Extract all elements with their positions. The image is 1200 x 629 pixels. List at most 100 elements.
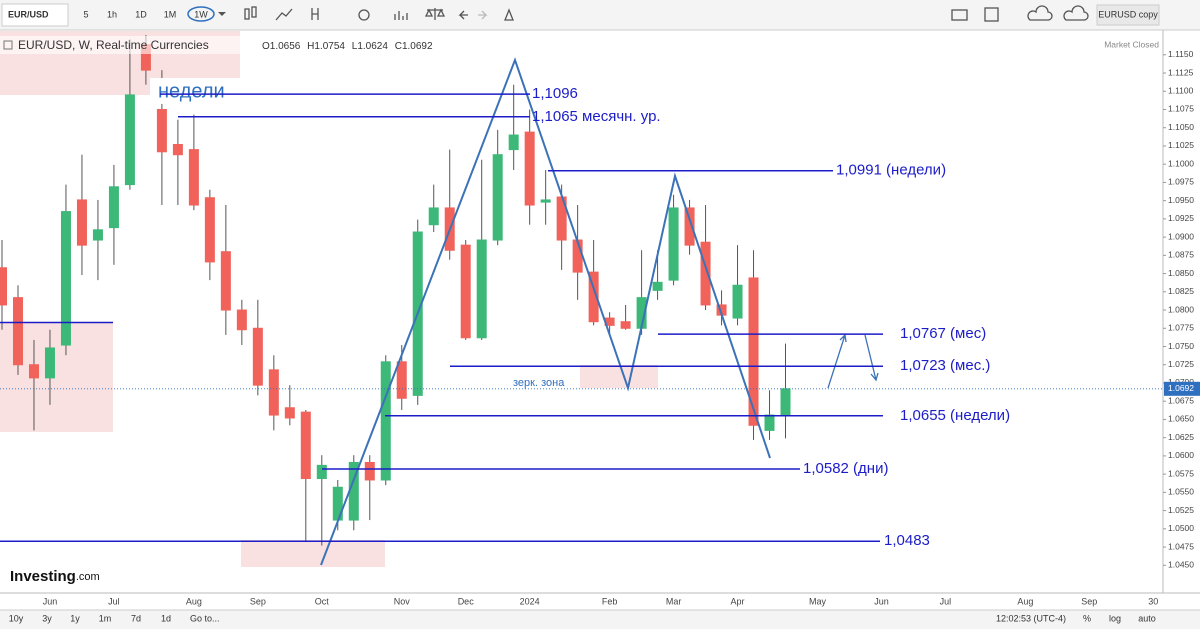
x-tick-label: 2024 [520,596,540,606]
y-tick-label: 1.0975 [1168,177,1194,187]
dropdown[interactable] [218,12,226,16]
interval[interactable]: 5 [83,9,88,19]
x-tick-label: Feb [602,596,618,606]
level-label: 1,0582 (дни) [803,460,888,477]
x-tick-label: Apr [731,596,745,606]
y-tick-label: 1.1025 [1168,140,1194,150]
y-tick-label: 1.0550 [1168,487,1194,497]
y-tick-label: 1.1050 [1168,122,1194,132]
alert-icon[interactable] [504,8,514,21]
candle-body [188,149,199,206]
arrow [864,334,879,382]
interval[interactable]: 1h [107,9,117,19]
level-label: 1,1096 [532,85,578,102]
candle-body [300,411,311,480]
candle-body [620,321,631,329]
settings-icon[interactable] [358,9,370,21]
ohlc-label: H [307,41,314,52]
symbol[interactable]: EUR/USD [8,9,49,19]
candle-body [0,267,7,306]
candle-body [668,207,679,281]
candle-body [492,154,503,241]
candle-body [108,186,119,229]
symbol-box[interactable] [1,3,69,27]
y-tick-label: 1.0675 [1168,395,1194,405]
candle-body [252,327,263,386]
header-bg [0,36,255,54]
tool-icons [244,5,1089,22]
range[interactable]: 1m [99,613,112,623]
level-label: 1,0723 (мес.) [900,357,990,374]
option[interactable]: auto [1138,613,1156,623]
level-label: 1,0483 [884,532,930,549]
candle-body [76,199,87,246]
candle-body [428,207,439,226]
undo-icon[interactable] [458,10,468,20]
candles-icon[interactable] [251,6,257,18]
level-label: 1,0655 (недели) [900,407,1010,424]
candle-body [316,464,327,480]
interval[interactable]: 1M [164,9,177,19]
candle-body [44,347,55,379]
chart-title: EUR/USD, W, Real-time Currencies [18,38,209,52]
x-tick-label: Sep [250,596,266,606]
candle-body [476,239,487,339]
layout-box[interactable] [1096,4,1160,26]
ohlc-value: 1.0692 [402,41,433,52]
cloud-load-icon[interactable] [1027,5,1053,21]
redo-icon[interactable] [478,10,488,20]
clock: 12:02:53 (UTC-4) [996,613,1066,623]
ohlc-label: C [395,41,402,52]
label-bg [150,78,242,104]
go-to[interactable]: Go to... [190,613,220,623]
option[interactable]: log [1109,613,1121,623]
cloud-save-icon[interactable] [1063,5,1089,21]
option[interactable]: % [1083,613,1091,623]
level-label: 1,0991 (недели) [836,162,946,179]
y-tick-label: 1.0575 [1168,468,1194,478]
candle-body [748,277,759,426]
camera-icon[interactable] [951,9,968,21]
range[interactable]: 10y [9,613,24,623]
range[interactable]: 7d [131,613,141,623]
x-tick-label: Jun [874,596,889,606]
layout-name[interactable]: EURUSD copy [1098,9,1158,19]
indicator-icon[interactable] [311,8,319,20]
color-icon[interactable] [984,7,999,22]
candle-body [220,251,231,311]
collapse-icon[interactable] [3,40,13,50]
y-tick-label: 1.1000 [1168,158,1194,168]
x-tick-label: Oct [315,596,330,606]
candles-icon[interactable] [244,8,250,20]
zigzag [320,57,771,566]
candle-body [92,229,103,241]
interval[interactable]: 1W [194,9,208,19]
line-icon[interactable] [275,8,293,21]
y-tick-label: 1.0450 [1168,560,1194,570]
arrow [827,333,847,389]
toolbar [0,0,1200,30]
compare-icon[interactable] [424,8,446,20]
candle-body [508,134,519,151]
candle-body [700,241,711,306]
range[interactable]: 1d [161,613,171,623]
candle-body [540,199,551,203]
candle-body [396,361,407,399]
candle-body [764,414,775,431]
range[interactable]: 1y [70,613,80,623]
x-tick-label: 30 [1148,596,1158,606]
y-tick-label: 1.1100 [1168,86,1194,96]
studies-icon[interactable] [394,11,408,20]
interval[interactable]: 1D [135,9,147,19]
y-tick-label: 1.0500 [1168,523,1194,533]
y-tick-label: 1.0625 [1168,432,1194,442]
y-tick-label: 1.0825 [1168,286,1194,296]
ohlc-value: 1.0656 [270,41,301,52]
x-tick-label: Jul [940,596,952,606]
annotation: зерк. зона [513,377,565,389]
range[interactable]: 3y [42,613,52,623]
candle-body [364,461,375,481]
brand-suffix: .com [76,571,100,583]
bottom-bar [0,610,1200,629]
x-tick-label: Aug [186,596,202,606]
